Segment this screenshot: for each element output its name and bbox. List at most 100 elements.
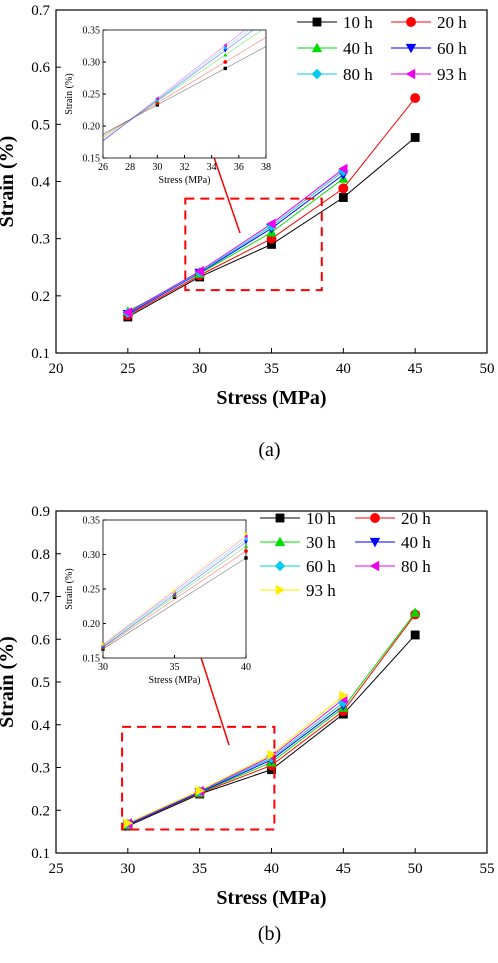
inset-x-tick-label: 36 [234,162,244,173]
inset-data-point [223,60,228,64]
legend-label: 30 h [306,533,336,552]
x-tick-label: 45 [408,361,423,377]
chart-b: 25 30 35 40 45 50 55 0.1 0.2 0.3 0.4 0.5 0.6 0.7 0.8 0.… [0,504,495,945]
inset-y-tick-label: 0.35 [83,26,101,37]
x-tick-label: 50 [408,861,423,877]
inset-y-tick-label: 0.25 [83,90,101,101]
legend-label: 20 h [437,13,467,32]
y-axis-label: Strain (%) [0,136,18,228]
x-tick-label: 40 [336,361,351,377]
inset-x-tick-label: 38 [261,162,271,173]
data-point [338,193,348,202]
legend-marker [311,42,323,53]
series-line [127,695,344,824]
series-line [127,705,344,826]
inset-series-line [103,30,246,142]
series-line [127,698,344,824]
y-tick-label: 0.6 [31,632,50,648]
data-point [195,785,205,796]
inset-data-point [244,544,248,548]
inset-x-tick-label: 30 [98,662,108,673]
y-tick-label: 0.3 [31,761,50,777]
inset-series-line [103,557,246,650]
inset-series-line [103,30,250,142]
data-point [410,133,420,142]
inset-data-point [101,642,105,647]
inset-y-tick-label: 0.20 [83,122,101,133]
data-point [410,93,421,103]
legend-marker [369,537,381,548]
inset-y-axis-label: Strain (%) [64,73,75,114]
legend-label: 93 h [306,581,336,600]
inset-series-group [103,30,266,142]
data-point [123,817,134,829]
x-tick-label: 40 [264,861,279,877]
data-point [410,630,420,640]
inset-y-axis-label: Strain (%) [64,568,75,609]
inset-x-tick-label: 35 [170,662,180,673]
data-point [338,183,349,194]
x-tick-label: 35 [264,361,279,377]
chart-caption: (a) [258,439,280,461]
series-line [127,168,344,313]
legend-label: 20 h [401,509,431,528]
legend-label: 10 h [343,13,373,32]
x-axis-label: Stress (MPa) [216,387,326,409]
x-tick-label: 35 [192,861,207,877]
inset-data-point [244,549,248,553]
inset-data-point [244,556,248,560]
x-tick-label: 25 [49,861,64,877]
inset-y-tick-label: 0.20 [83,619,101,630]
inset-series-line [103,533,246,645]
inset-x-tick-label: 40 [241,662,251,673]
inset-data-point [155,96,159,101]
legend-marker [275,513,285,523]
legend-label: 93 h [437,65,467,84]
inset-y-tick-label: 0.15 [83,654,101,665]
legend-label: 80 h [343,65,373,84]
legend-marker [370,513,380,523]
inset-data-point [244,534,248,539]
y-tick-label: 0.9 [31,504,50,520]
inset-x-axis-label: Stress (MPa) [159,175,211,186]
inset-series-line [103,550,246,648]
legend-label: 40 h [401,533,431,552]
legend-label: 10 h [306,509,336,528]
x-tick-label: 30 [120,861,135,877]
inset-x-tick-label: 32 [180,162,190,173]
inset-data-point [223,43,227,48]
inset-y-tick-label: 0.30 [83,58,101,69]
legend-label: 60 h [437,39,467,58]
inset-series-group [103,533,246,650]
y-tick-label: 0.1 [31,346,50,362]
legend-marker [406,17,416,27]
legend-label: 80 h [401,557,431,576]
x-axis-label: Stress (MPa) [216,887,326,909]
y-tick-label: 0.8 [31,547,50,563]
x-tick-label: 50 [480,361,495,377]
inset-x-tick-label: 34 [207,162,217,173]
data-point [338,697,349,708]
chart-a: 20 25 30 35 40 45 50 0.1 0.2 0.3 0.4 0.5 0.6 0.7 Stres… [0,3,495,461]
y-tick-label: 0.5 [31,675,50,691]
y-tick-label: 0.6 [31,60,50,76]
zoom-box [121,725,276,831]
inset-data-point [244,537,248,542]
chart-caption: (b) [258,923,281,945]
inset-x-tick-label: 30 [152,162,162,173]
legend-label: 60 h [306,557,336,576]
data-point [266,218,276,230]
inset-x-tick-label: 28 [125,162,135,173]
x-tick-label: 45 [336,861,351,877]
data-point [267,749,277,760]
y-tick-label: 0.7 [31,3,50,19]
inset-y-tick-label: 0.25 [83,585,101,596]
inset-plot: 26 28 30 32 34 36 38 0.15 0.20 0.25 0.30 0.35 Stress… [64,26,271,187]
x-tick-label: 25 [120,361,135,377]
legend-marker [405,68,416,80]
series-line [127,174,344,315]
inset-data-point [223,52,228,57]
inset-data-point [223,48,228,53]
x-tick-label: 20 [49,361,64,377]
